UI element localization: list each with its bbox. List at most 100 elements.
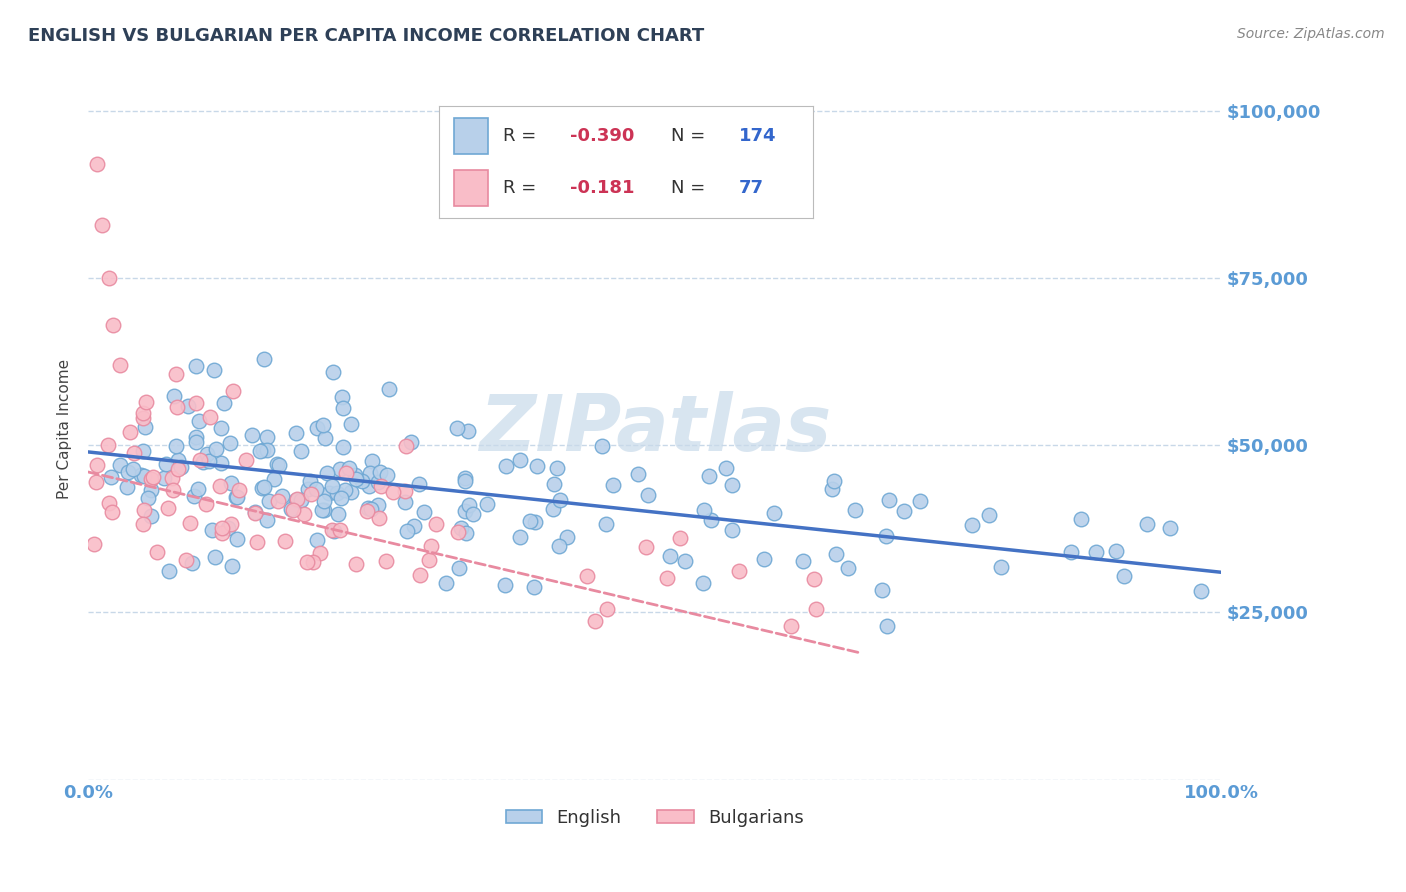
Point bbox=[378, 382, 401, 396]
Point bbox=[290, 492, 312, 507]
Point bbox=[368, 465, 391, 479]
Point bbox=[305, 421, 328, 435]
Point bbox=[252, 481, 274, 495]
Point bbox=[252, 442, 274, 457]
Point bbox=[322, 365, 344, 379]
Point bbox=[367, 475, 389, 489]
Point bbox=[329, 462, 352, 476]
Point bbox=[108, 458, 131, 472]
Point bbox=[382, 485, 405, 500]
Point bbox=[285, 426, 308, 441]
Point bbox=[243, 505, 266, 519]
Point bbox=[361, 454, 384, 468]
Point bbox=[314, 431, 336, 445]
Point bbox=[825, 547, 848, 561]
Point bbox=[1060, 545, 1083, 559]
Point bbox=[754, 552, 776, 566]
Point bbox=[167, 453, 190, 467]
Point bbox=[283, 503, 305, 517]
Point bbox=[668, 531, 690, 545]
Point bbox=[235, 453, 257, 467]
Point bbox=[332, 401, 354, 415]
Point bbox=[136, 491, 159, 506]
Point bbox=[205, 442, 228, 457]
Point bbox=[132, 503, 155, 517]
Point bbox=[311, 503, 333, 517]
Point bbox=[202, 363, 225, 377]
Point bbox=[115, 480, 138, 494]
Point bbox=[209, 456, 232, 470]
Point bbox=[596, 602, 619, 616]
Point bbox=[990, 559, 1012, 574]
Point bbox=[198, 454, 221, 468]
Point bbox=[356, 503, 378, 517]
Point bbox=[583, 614, 606, 628]
Point bbox=[446, 420, 468, 434]
Point bbox=[509, 452, 531, 467]
Point bbox=[124, 446, 146, 460]
Point bbox=[83, 537, 105, 551]
Text: Source: ZipAtlas.com: Source: ZipAtlas.com bbox=[1237, 27, 1385, 41]
Point bbox=[367, 498, 389, 512]
Point bbox=[208, 479, 231, 493]
Point bbox=[267, 494, 290, 508]
Point bbox=[204, 549, 226, 564]
Point bbox=[332, 440, 354, 454]
Point bbox=[219, 476, 242, 491]
Point bbox=[494, 578, 516, 592]
Point bbox=[321, 479, 343, 493]
Point bbox=[187, 482, 209, 496]
Point bbox=[163, 389, 186, 403]
Point bbox=[108, 358, 131, 372]
Point bbox=[1105, 544, 1128, 558]
Point bbox=[240, 428, 263, 442]
Point bbox=[101, 505, 124, 519]
Point bbox=[321, 524, 343, 538]
Point bbox=[135, 394, 157, 409]
Point bbox=[180, 557, 202, 571]
Point bbox=[217, 521, 239, 535]
Point bbox=[315, 466, 337, 480]
Point bbox=[211, 526, 233, 541]
Point bbox=[509, 530, 531, 544]
Point bbox=[139, 472, 162, 486]
Point bbox=[821, 482, 844, 496]
Point bbox=[211, 421, 233, 435]
Point bbox=[86, 475, 108, 490]
Point bbox=[335, 466, 357, 480]
Point bbox=[412, 505, 434, 519]
Point bbox=[779, 619, 801, 633]
Point bbox=[673, 554, 696, 568]
Point bbox=[186, 430, 208, 444]
Point bbox=[1135, 516, 1157, 531]
Point bbox=[184, 434, 207, 449]
Point bbox=[526, 458, 548, 473]
Point bbox=[450, 521, 472, 535]
Point bbox=[160, 471, 183, 485]
Point bbox=[142, 470, 165, 484]
Point bbox=[170, 459, 193, 474]
Point bbox=[226, 532, 249, 546]
Point bbox=[195, 447, 218, 461]
Point bbox=[546, 461, 568, 475]
Point bbox=[524, 515, 547, 529]
Point bbox=[274, 534, 297, 549]
Point bbox=[152, 471, 174, 485]
Point bbox=[404, 519, 426, 533]
Point bbox=[285, 493, 308, 508]
Point bbox=[314, 502, 336, 516]
Point bbox=[132, 469, 155, 483]
Point bbox=[340, 417, 363, 432]
Point bbox=[367, 510, 389, 524]
Point bbox=[297, 483, 319, 497]
Point bbox=[302, 556, 325, 570]
Point bbox=[447, 561, 470, 575]
Point bbox=[454, 470, 477, 484]
Point bbox=[1159, 521, 1181, 535]
Point bbox=[179, 516, 201, 530]
Point bbox=[399, 434, 422, 449]
Point bbox=[357, 479, 380, 493]
Point bbox=[155, 457, 177, 471]
Point bbox=[454, 474, 477, 488]
Point bbox=[165, 439, 187, 453]
